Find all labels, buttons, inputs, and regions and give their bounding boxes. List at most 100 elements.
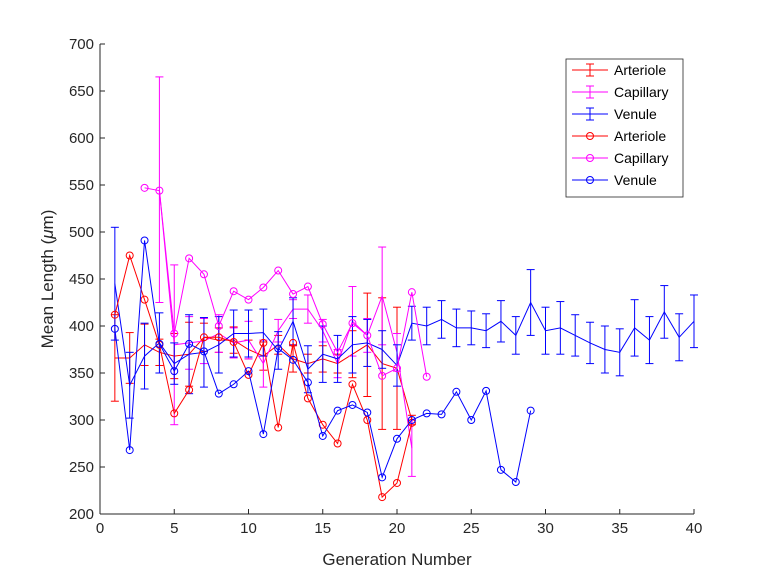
- venule-marker-point: [199, 347, 208, 356]
- capillary-marker-point: [199, 270, 208, 279]
- x-axis-label: Generation Number: [322, 550, 472, 569]
- arteriole-marker-point: [348, 380, 357, 389]
- x-tick-label: 15: [314, 520, 331, 537]
- venule-marker-point: [214, 389, 223, 398]
- y-tick-label: 450: [69, 271, 94, 288]
- arteriole-marker-point: [333, 439, 342, 448]
- venule-errorbar: [229, 309, 238, 358]
- legend-label-capillary: Capillary: [614, 150, 668, 166]
- venule-errorbar: [511, 316, 520, 355]
- venule-marker-point: [289, 355, 298, 364]
- venule-errorbar: [660, 285, 669, 339]
- capillary-marker-point: [393, 364, 401, 373]
- arteriole-marker-point: [214, 333, 223, 342]
- arteriole-marker-point: [110, 310, 119, 319]
- venule-errorbar: [333, 334, 342, 383]
- y-tick-label: 400: [69, 318, 94, 335]
- capillary-marker-point: [333, 348, 342, 357]
- legend-entry-capillary-marker: Capillary: [572, 150, 668, 166]
- venule-errorbar: [496, 300, 505, 343]
- venule-errorbar: [571, 314, 580, 357]
- venule-errorbar: [541, 306, 550, 355]
- venule-marker-point: [482, 386, 491, 395]
- x-tick-label: 30: [537, 520, 554, 537]
- venule-marker-point: [244, 367, 253, 376]
- venule-marker-point: [437, 410, 446, 419]
- capillary-marker-point: [214, 322, 223, 330]
- venule-errorbar: [645, 316, 654, 365]
- venule-errorbar: [422, 306, 431, 346]
- venule-errorbar: [170, 342, 179, 385]
- venule-marker-point: [378, 473, 387, 482]
- capillary-marker-point: [185, 254, 194, 263]
- venule-errorbar: [675, 313, 684, 362]
- capillary-marker-point: [422, 372, 431, 381]
- legend-label-arteriole: Arteriole: [614, 128, 666, 144]
- venule-marker-point: [155, 339, 164, 348]
- legend-entry-arteriole-errorbar: Arteriole: [572, 62, 666, 78]
- y-tick-label: 500: [69, 224, 94, 241]
- arteriole-marker-point: [363, 416, 372, 424]
- venule-marker-line: [114, 240, 532, 483]
- venule-errorbar: [600, 325, 609, 374]
- venule-errorbar: [615, 328, 624, 377]
- capillary-marker-point: [378, 371, 387, 380]
- legend-marker-sample: [586, 132, 594, 140]
- capillary-errorbar: [155, 76, 164, 303]
- venule-marker-point: [407, 416, 416, 424]
- venule-marker-series: [110, 236, 535, 487]
- y-tick-label: 200: [69, 506, 94, 523]
- arteriole-marker-point: [229, 337, 238, 346]
- y-tick-label: 250: [69, 459, 94, 476]
- capillary-marker-point: [170, 329, 179, 338]
- venule-errorbar: [348, 316, 357, 374]
- venule-marker-point: [348, 400, 357, 409]
- capillary-marker-point: [259, 283, 268, 292]
- plot-area: [110, 76, 698, 502]
- venule-marker-point: [110, 324, 119, 333]
- legend-label-arteriole: Arteriole: [614, 62, 666, 78]
- capillary-marker-series: [140, 183, 431, 381]
- arteriole-marker-point: [140, 295, 149, 304]
- legend-marker-sample: [586, 176, 594, 184]
- legend-entry-capillary-errorbar: Capillary: [572, 84, 668, 100]
- x-tick-label: 20: [389, 520, 406, 537]
- venule-errorbar: [526, 269, 535, 336]
- x-tick-label: 10: [240, 520, 257, 537]
- venule-marker-point: [185, 339, 194, 348]
- arteriole-marker-point: [393, 478, 401, 487]
- y-axis-label-text: Mean Length (: [38, 238, 57, 348]
- venule-marker-point: [259, 430, 268, 439]
- venule-marker-point: [363, 408, 372, 417]
- venule-errorbar: [467, 310, 476, 346]
- capillary-marker-point: [303, 282, 312, 291]
- x-tick-label: 25: [463, 520, 480, 537]
- capillary-errorbar-line: [158, 189, 413, 449]
- legend-label-venule: Venule: [614, 172, 657, 188]
- x-tick-label: 0: [96, 520, 104, 537]
- legend: Arteriole Capillary Venule Arteriole Capilla…: [565, 58, 684, 198]
- axes: 0 5 10 15 20 25 30 35 40 200 250 300 350 400 450 500 550…: [69, 36, 702, 537]
- x-tick-label: 35: [611, 520, 628, 537]
- legend-entry-arteriole-marker: Arteriole: [572, 128, 666, 144]
- y-tick-label: 550: [69, 177, 94, 194]
- capillary-marker-point: [155, 186, 164, 195]
- arteriole-marker-point: [378, 493, 387, 502]
- capillary-marker-point: [318, 320, 327, 329]
- venule-marker-point: [303, 378, 312, 387]
- x-tick-label: 40: [686, 520, 703, 537]
- legend-entry-venule-marker: Venule: [572, 172, 657, 188]
- arteriole-marker-point: [199, 333, 208, 342]
- venule-errorbar-line: [114, 283, 695, 387]
- legend-marker-sample: [586, 154, 594, 162]
- venule-marker-point: [125, 446, 134, 455]
- capillary-marker-point: [348, 319, 357, 328]
- venule-marker-point: [229, 380, 238, 389]
- venule-marker-point: [511, 478, 520, 487]
- arteriole-marker-point: [303, 394, 312, 403]
- venule-errorbar: [630, 299, 639, 357]
- x-tick-label: 5: [170, 520, 178, 537]
- arteriole-marker-point: [274, 423, 283, 432]
- y-tick-label: 700: [69, 36, 94, 53]
- legend-label-venule: Venule: [614, 106, 657, 122]
